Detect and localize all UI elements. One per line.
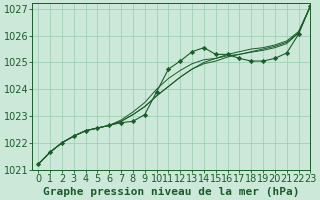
X-axis label: Graphe pression niveau de la mer (hPa): Graphe pression niveau de la mer (hPa) xyxy=(43,186,300,197)
